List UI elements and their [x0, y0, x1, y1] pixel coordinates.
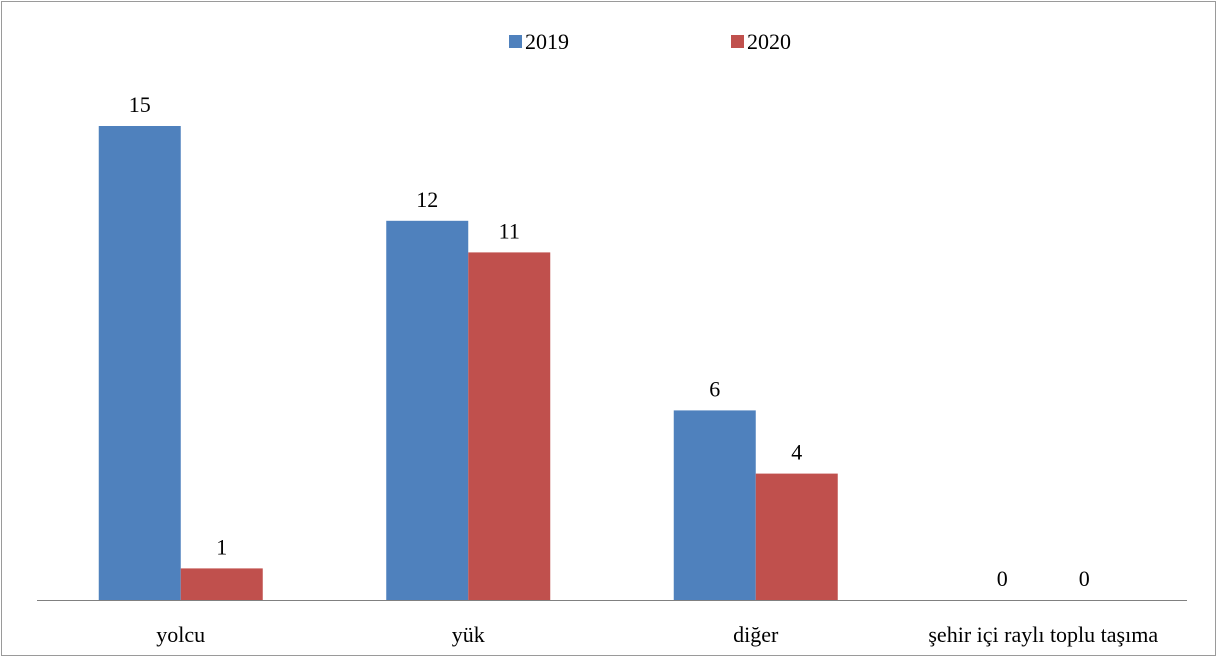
value-label-2019-3: 0 [997, 566, 1008, 591]
legend-swatch-2020 [731, 35, 744, 48]
category-label-1: yük [452, 622, 485, 647]
value-label-2019-2: 6 [709, 376, 720, 401]
value-labels-layer: 15 1 12 11 6 4 0 0 [129, 92, 1090, 591]
bar-2020-1 [468, 252, 551, 600]
category-labels-layer: yolcu yük diğer şehir içi raylı toplu taşım… [156, 622, 1158, 647]
category-label-2: diğer [733, 622, 779, 647]
bar-2019-0 [98, 126, 181, 600]
value-label-2020-3: 0 [1079, 566, 1090, 591]
value-label-2020-1: 11 [499, 218, 520, 243]
value-label-2020-0: 1 [216, 534, 227, 559]
bar-2020-2 [755, 473, 838, 600]
legend-swatch-2019 [509, 35, 522, 48]
value-label-2020-2: 4 [791, 440, 802, 465]
bar-2019-1 [386, 220, 469, 601]
bar-2019-2 [673, 410, 756, 600]
category-label-0: yolcu [156, 622, 205, 647]
bar-2020-0 [180, 568, 263, 600]
legend-label-2020: 2020 [747, 29, 791, 54]
bars-layer [98, 126, 838, 601]
legend: 2019 2020 [509, 29, 791, 54]
value-label-2019-0: 15 [129, 92, 151, 117]
category-label-3: şehir içi raylı toplu taşıma [928, 622, 1158, 647]
value-label-2019-1: 12 [416, 187, 438, 212]
legend-label-2019: 2019 [525, 29, 569, 54]
